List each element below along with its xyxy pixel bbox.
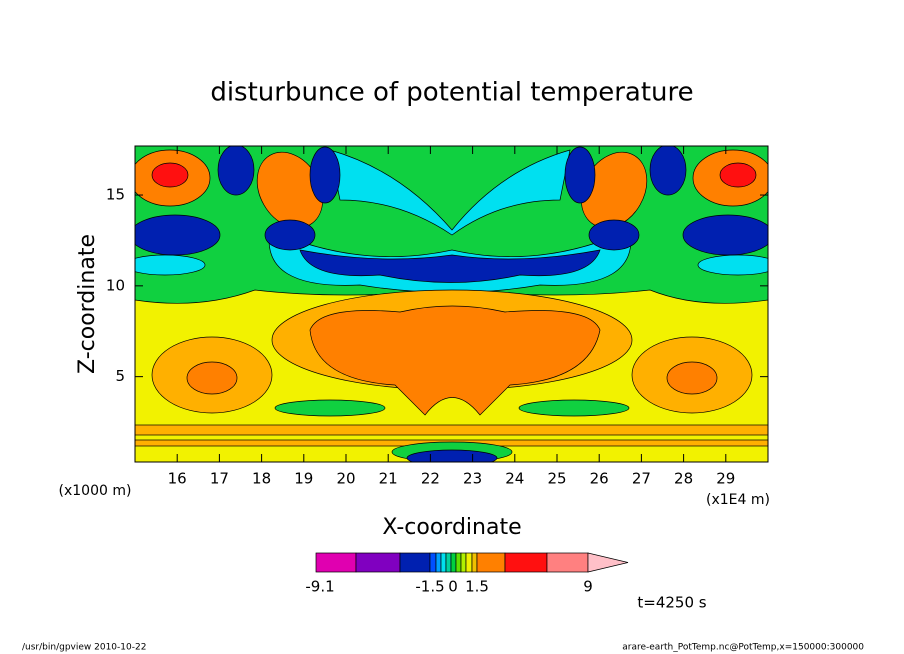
x-tick-label: 18 — [252, 470, 271, 488]
x-tick-label: 23 — [463, 470, 482, 488]
x-axis-label: X-coordinate — [382, 515, 521, 540]
x-tick-label: 29 — [716, 470, 735, 488]
colorbar-segment — [445, 552, 452, 573]
plot-frame — [134, 145, 769, 463]
x-tick-label: 27 — [632, 470, 651, 488]
colorbar-tick-label: -9.1 — [305, 578, 334, 596]
colorbar-segment — [460, 552, 467, 573]
colorbar-tick-label: 1.5 — [465, 578, 489, 596]
colorbar-segment — [429, 552, 437, 573]
x-tick-label: 17 — [210, 470, 229, 488]
colorbar-segment — [399, 552, 431, 573]
colorbar-tick-label: 0 — [448, 578, 458, 596]
y-tick-label: 5 — [115, 367, 125, 385]
colorbar-segment — [440, 552, 447, 573]
colorbar-segment — [504, 552, 548, 573]
footer-right: arare-earth_PotTemp.nc@PotTemp,x=150000:… — [622, 643, 864, 653]
x-tick-label: 16 — [168, 470, 187, 488]
colorbar-segment — [450, 552, 457, 573]
x-tick-label: 19 — [294, 470, 313, 488]
x-tick-label: 28 — [674, 470, 693, 488]
colorbar-segment — [476, 552, 506, 573]
y-unit-label: (x1000 m) — [59, 483, 132, 499]
colorbar-segment — [546, 552, 589, 573]
annotation: t=4250 s — [637, 594, 706, 612]
colorbar-segment — [315, 552, 357, 573]
y-axis-label: Z-coordinate — [75, 234, 100, 374]
x-tick-label: 21 — [379, 470, 398, 488]
x-tick-label: 24 — [505, 470, 524, 488]
x-tick-label: 26 — [590, 470, 609, 488]
colorbar-tick-label: 9 — [583, 578, 593, 596]
y-tick-label: 10 — [106, 276, 125, 294]
contour-field — [135, 146, 768, 462]
y-tick-label: 15 — [106, 186, 125, 204]
x-tick-label: 25 — [547, 470, 566, 488]
colorbar-segment — [455, 552, 462, 573]
colorbar-segment — [465, 552, 473, 573]
colorbar-segment — [471, 552, 478, 573]
colorbar-tick-label: -1.5 — [415, 578, 444, 596]
colorbar-segment — [355, 552, 401, 573]
chart-title: disturbunce of potential temperature — [210, 78, 693, 108]
footer-left: /usr/bin/gpview 2010-10-22 — [22, 643, 146, 653]
colorbar-segment — [435, 552, 442, 573]
x-tick-label: 22 — [421, 470, 440, 488]
colorbar-arrow — [587, 552, 629, 573]
x-unit-label: (x1E4 m) — [706, 492, 770, 508]
x-tick-label: 20 — [336, 470, 355, 488]
